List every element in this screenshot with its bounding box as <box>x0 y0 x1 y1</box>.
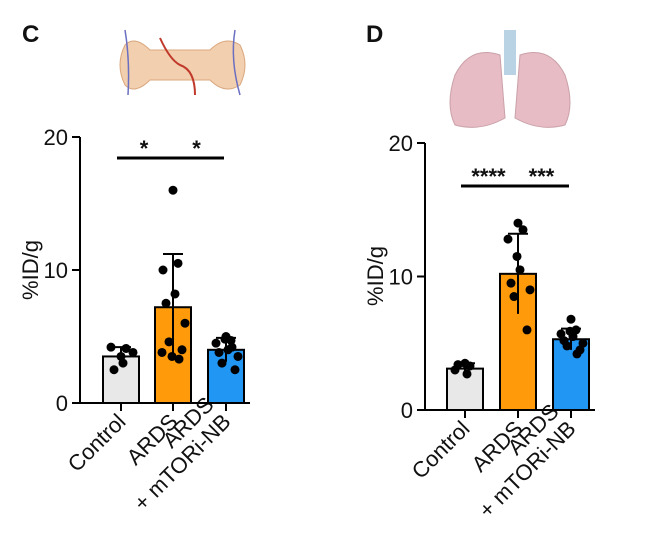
data-point <box>566 314 576 324</box>
significance-label: **** <box>471 164 506 189</box>
data-point <box>518 225 528 235</box>
data-point <box>465 361 475 371</box>
y-tick-label: 20 <box>44 125 68 150</box>
data-point <box>522 325 532 335</box>
data-point <box>158 265 168 275</box>
data-point <box>506 278 516 288</box>
bone-illustration <box>119 29 246 96</box>
data-point <box>214 347 224 357</box>
data-point <box>109 365 119 375</box>
significance-label: * <box>140 136 149 161</box>
data-point <box>515 265 525 275</box>
x-tick-label: Control <box>63 409 131 477</box>
data-point <box>525 285 535 295</box>
data-point <box>177 345 187 355</box>
x-tick-label: Control <box>407 416 475 484</box>
data-point <box>180 318 190 328</box>
data-point <box>565 326 575 336</box>
data-point <box>211 338 221 348</box>
significance-label: * <box>192 136 201 161</box>
y-tick-label: 0 <box>56 391 68 416</box>
data-point <box>170 289 180 299</box>
data-point <box>217 358 227 368</box>
data-point <box>509 292 519 302</box>
data-point <box>106 342 116 352</box>
data-point <box>453 360 463 370</box>
data-point <box>513 218 523 228</box>
significance-label: *** <box>529 164 555 189</box>
data-point <box>167 351 177 361</box>
panel-label: D <box>366 21 383 48</box>
data-point <box>462 369 472 379</box>
data-point <box>157 347 167 357</box>
data-point <box>233 351 243 361</box>
y-tick-label: 20 <box>389 131 413 156</box>
data-point <box>512 251 522 261</box>
data-point <box>161 298 171 308</box>
data-point <box>118 358 128 368</box>
data-point <box>168 185 178 195</box>
data-point <box>572 349 582 359</box>
data-point <box>562 341 572 351</box>
lung-illustration <box>449 30 571 128</box>
y-tick-label: 10 <box>389 265 413 290</box>
y-axis-label: %ID/g <box>18 240 43 300</box>
data-point <box>174 354 184 364</box>
data-point <box>173 258 183 268</box>
data-point <box>164 337 174 347</box>
data-point <box>121 343 131 353</box>
panel-label: C <box>22 21 39 48</box>
data-point <box>503 234 513 244</box>
data-point <box>230 365 240 375</box>
y-tick-label: 10 <box>44 258 68 283</box>
data-point <box>220 334 230 344</box>
y-axis-label: %ID/g <box>363 246 388 306</box>
data-point <box>128 347 138 357</box>
y-tick-label: 0 <box>401 398 413 423</box>
data-point <box>227 342 237 352</box>
